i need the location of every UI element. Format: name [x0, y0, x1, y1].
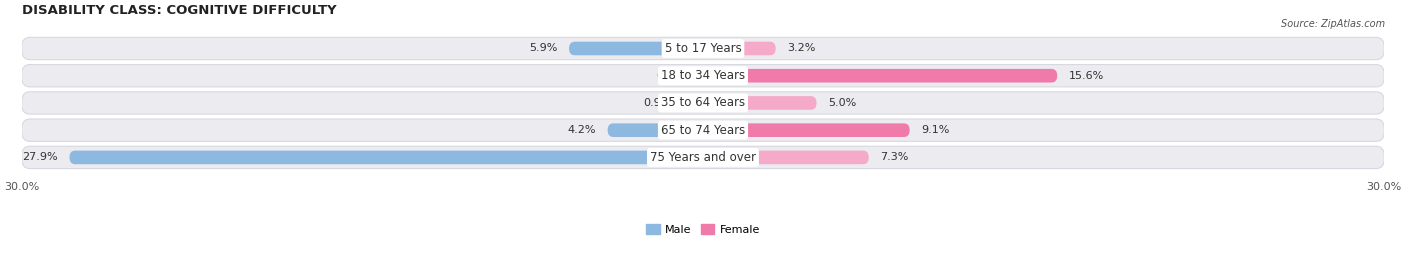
FancyBboxPatch shape	[21, 119, 1385, 141]
Text: 65 to 74 Years: 65 to 74 Years	[661, 124, 745, 137]
Text: 5.0%: 5.0%	[828, 98, 856, 108]
Text: 9.1%: 9.1%	[921, 125, 949, 135]
Text: 35 to 64 Years: 35 to 64 Years	[661, 96, 745, 109]
FancyBboxPatch shape	[703, 69, 1057, 83]
FancyBboxPatch shape	[21, 37, 1385, 60]
Text: 27.9%: 27.9%	[22, 152, 58, 163]
FancyBboxPatch shape	[69, 151, 703, 164]
Text: 75 Years and over: 75 Years and over	[650, 151, 756, 164]
FancyBboxPatch shape	[21, 65, 1385, 87]
FancyBboxPatch shape	[21, 92, 1385, 114]
Text: Source: ZipAtlas.com: Source: ZipAtlas.com	[1281, 19, 1385, 29]
Text: 0.0%: 0.0%	[657, 71, 685, 81]
FancyBboxPatch shape	[703, 123, 910, 137]
Text: 7.3%: 7.3%	[880, 152, 908, 163]
FancyBboxPatch shape	[21, 146, 1385, 168]
FancyBboxPatch shape	[703, 96, 817, 110]
FancyBboxPatch shape	[703, 151, 869, 164]
Text: 5 to 17 Years: 5 to 17 Years	[665, 42, 741, 55]
FancyBboxPatch shape	[703, 42, 776, 55]
Text: 4.2%: 4.2%	[568, 125, 596, 135]
FancyBboxPatch shape	[607, 123, 703, 137]
Legend: Male, Female: Male, Female	[641, 220, 765, 240]
Text: DISABILITY CLASS: COGNITIVE DIFFICULTY: DISABILITY CLASS: COGNITIVE DIFFICULTY	[21, 4, 336, 17]
Text: 0.9%: 0.9%	[643, 98, 671, 108]
FancyBboxPatch shape	[569, 42, 703, 55]
Text: 18 to 34 Years: 18 to 34 Years	[661, 69, 745, 82]
Text: 15.6%: 15.6%	[1069, 71, 1104, 81]
Text: 3.2%: 3.2%	[787, 43, 815, 53]
Text: 5.9%: 5.9%	[529, 43, 558, 53]
FancyBboxPatch shape	[682, 96, 703, 110]
